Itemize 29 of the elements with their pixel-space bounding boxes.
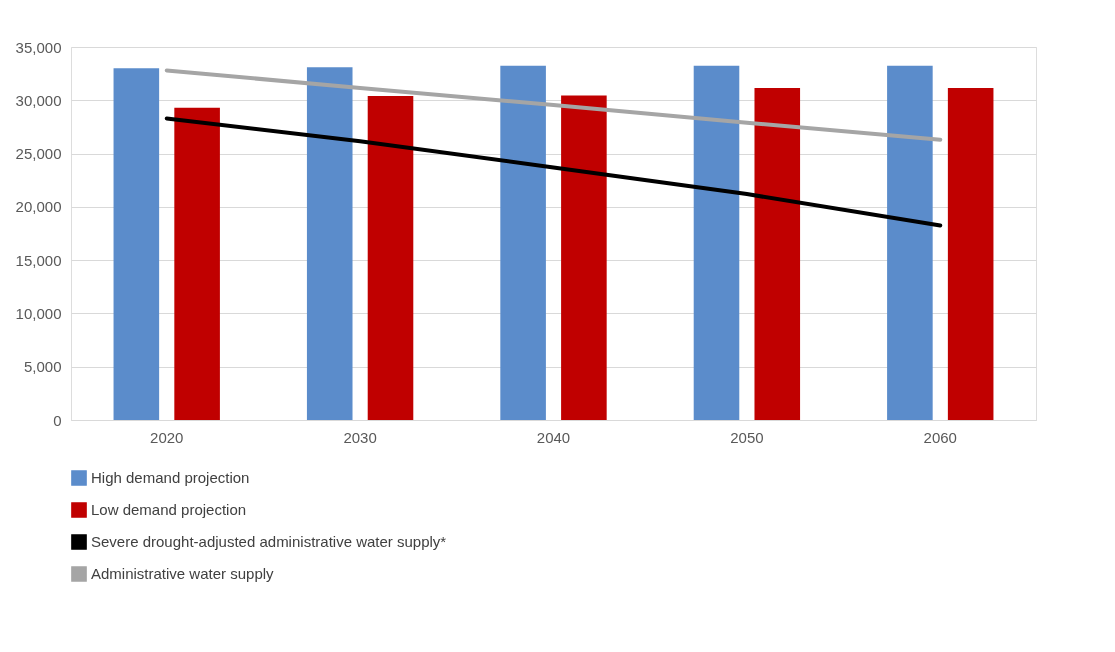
x-tick-label: 2040: [536, 428, 571, 446]
bar: [367, 96, 414, 420]
y-tick-label: 30,000: [15, 91, 62, 109]
legend-label: Severe drought-adjusted administrative water supply*: [91, 533, 447, 550]
y-tick-label: 5,000: [23, 358, 62, 376]
x-tick-label: 2050: [730, 428, 764, 446]
y-tick-label: 15,000: [15, 251, 62, 269]
x-tick-label: 2060: [923, 428, 957, 446]
bar: [113, 68, 160, 420]
legend-label: High demand projection: [91, 469, 250, 486]
bar: [500, 65, 546, 420]
y-tick-label: 25,000: [15, 145, 62, 163]
y-tick-label: 20,000: [15, 198, 62, 216]
bar: [947, 88, 994, 420]
line-series: [164, 68, 943, 142]
x-tick-label: 2030: [343, 428, 377, 446]
legend-label: Low demand projection: [91, 501, 247, 518]
bar: [887, 65, 933, 420]
bar: [306, 67, 353, 420]
x-tick-label: 2020: [150, 428, 184, 446]
line-series: [164, 116, 943, 228]
y-tick-label: 0: [53, 411, 62, 429]
legend-label: Administrative water supply: [91, 565, 275, 582]
y-tick-label: 10,000: [15, 304, 62, 322]
bar: [561, 95, 607, 420]
bar: [693, 65, 740, 420]
bar: [174, 107, 220, 420]
y-tick-label: 35,000: [15, 38, 62, 56]
bar: [754, 88, 801, 420]
